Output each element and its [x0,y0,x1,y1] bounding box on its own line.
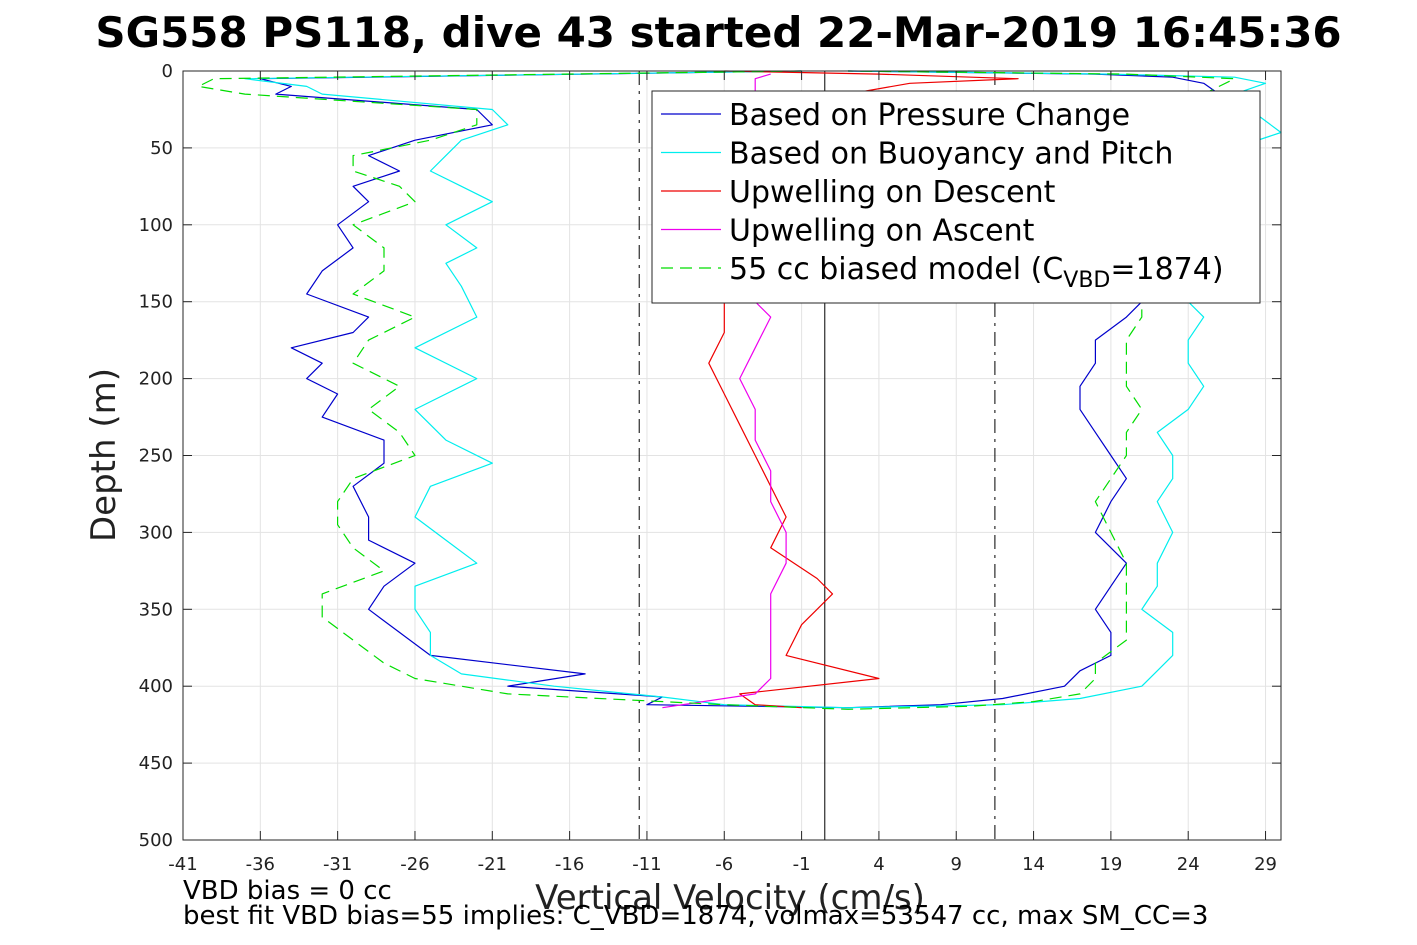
legend: Based on Pressure Change Based on Buoyanc… [651,90,1261,304]
x-tick-label: -6 [715,854,733,875]
legend-box [651,90,1261,304]
x-tick-label: -41 [168,854,197,875]
x-tick-label: 14 [1022,854,1045,875]
chart-title: SG558 PS118, dive 43 started 22-Mar-2019… [95,8,1342,57]
y-tick-label: 250 [139,446,173,467]
y-tick-label: 100 [139,215,173,236]
y-tick-label: 200 [139,369,173,390]
legend-entry: Upwelling on Descent [729,175,1056,210]
x-tick-label: -1 [793,854,811,875]
legend-entry: 55 cc biased model (CVBD=1874) [729,252,1224,293]
x-tick-label: 4 [873,854,884,875]
legend-entry: Upwelling on Ascent [729,214,1035,249]
x-tick-label: -11 [632,854,661,875]
legend-entry: Based on Pressure Change [729,98,1130,133]
x-tick-label: -26 [400,854,429,875]
y-axis-ticks: 0 50 100 150 200 250 300 350 400 450 500 [139,61,1281,851]
x-tick-label: 9 [951,854,962,875]
vbd-bias-note: VBD bias = 0 cc [183,876,392,906]
x-tick-label: -16 [555,854,584,875]
x-tick-label: -36 [246,854,275,875]
x-axis-label: Vertical Velocity (cm/s) [535,878,925,918]
y-tick-label: 150 [139,292,173,313]
y-tick-label: 400 [139,676,173,697]
y-axis-label: Depth (m) [84,367,124,543]
x-tick-label: -21 [478,854,507,875]
x-tick-label: 24 [1177,854,1200,875]
best-fit-note: best fit VBD bias=55 implies: C_VBD=1874… [183,901,1209,931]
legend-entry: Based on Buoyancy and Pitch [729,137,1173,172]
y-tick-label: 300 [139,522,173,543]
y-tick-label: 350 [139,599,173,620]
y-tick-label: 0 [162,61,173,82]
y-tick-label: 50 [150,138,173,159]
y-tick-label: 500 [139,830,173,851]
x-tick-label: 19 [1099,854,1122,875]
y-tick-label: 450 [139,753,173,774]
x-tick-label: -31 [323,854,352,875]
x-axis-ticks: -41 -36 -31 -26 -21 -16 -11 -6 -1 4 9 14 19 24 29 [168,71,1277,875]
x-tick-label: 29 [1254,854,1277,875]
